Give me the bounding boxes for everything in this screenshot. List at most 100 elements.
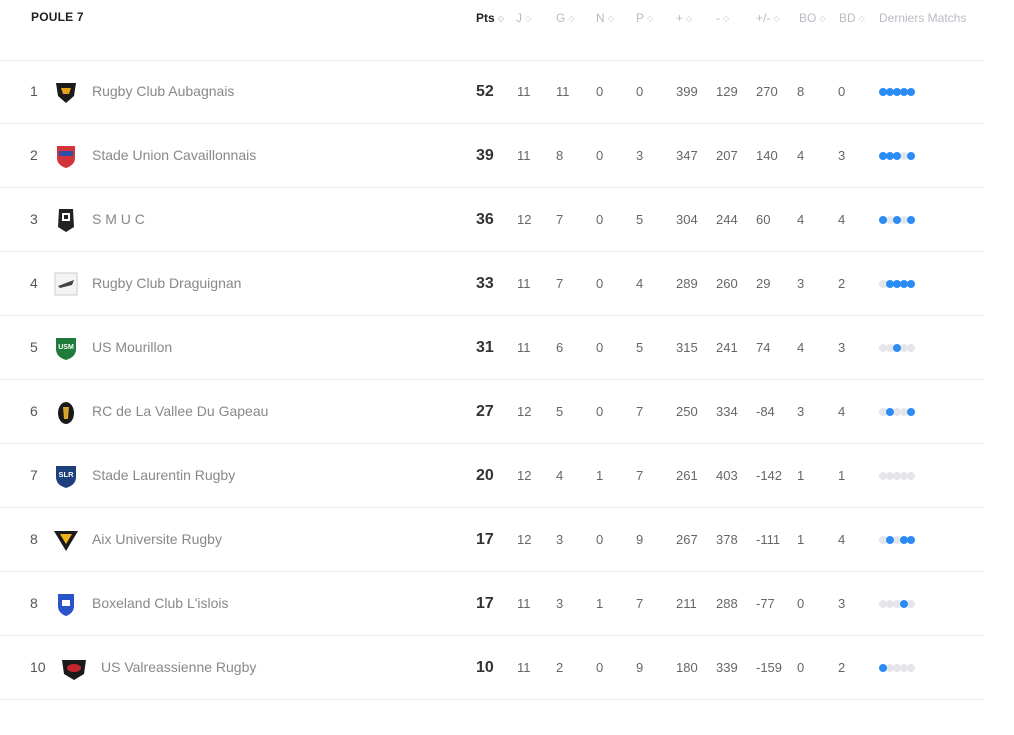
form-dot-win[interactable] bbox=[893, 344, 901, 352]
team-name[interactable]: US Valreassienne Rugby bbox=[101, 659, 257, 675]
sort-icon[interactable]: ◇ bbox=[607, 14, 614, 23]
form-dot-win[interactable] bbox=[893, 88, 901, 96]
form-dot-win[interactable] bbox=[907, 408, 915, 416]
form-dot-other[interactable] bbox=[900, 152, 908, 160]
points-value: 33 bbox=[476, 275, 494, 292]
form-dot-win[interactable] bbox=[893, 280, 901, 288]
played-value: 12 bbox=[517, 212, 532, 227]
team-name[interactable]: RC de La Vallee Du Gapeau bbox=[92, 403, 269, 419]
points-against-value: 129 bbox=[716, 84, 738, 99]
form-dot-other[interactable] bbox=[886, 664, 894, 672]
form-dot-other[interactable] bbox=[879, 408, 887, 416]
table-row[interactable]: 8 Aix Universite Rugby 17 12 3 0 9 267 378 -111 1 4 bbox=[0, 508, 984, 572]
form-dot-win[interactable] bbox=[893, 152, 901, 160]
form-dot-other[interactable] bbox=[879, 600, 887, 608]
table-row[interactable]: 3 S M U C 36 12 7 0 5 304 244 60 4 4 bbox=[0, 188, 984, 252]
team-name[interactable]: Stade Laurentin Rugby bbox=[92, 467, 236, 483]
team-name[interactable]: Aix Universite Rugby bbox=[92, 531, 222, 547]
form-dot-other[interactable] bbox=[900, 472, 908, 480]
form-dot-other[interactable] bbox=[893, 600, 901, 608]
form-dot-other[interactable] bbox=[879, 280, 887, 288]
won-value: 3 bbox=[556, 596, 564, 611]
form-dot-other[interactable] bbox=[893, 536, 901, 544]
team-name[interactable]: US Mourillon bbox=[92, 339, 173, 355]
table-row[interactable]: 8 Boxeland Club L'islois 17 11 3 1 7 211 288 -77 0… bbox=[0, 572, 984, 636]
form-dot-other[interactable] bbox=[900, 344, 908, 352]
table-row[interactable]: 4 Rugby Club Draguignan 33 11 7 0 4 289 260 29 3 2 bbox=[0, 252, 984, 316]
sort-icon[interactable]: ◇ bbox=[497, 14, 504, 23]
column-header-bd[interactable]: BD ◇ bbox=[839, 11, 865, 25]
column-header-n[interactable]: N ◇ bbox=[596, 11, 614, 25]
form-dot-win[interactable] bbox=[879, 664, 887, 672]
column-header-j[interactable]: J ◇ bbox=[516, 11, 531, 25]
form-dot-win[interactable] bbox=[900, 280, 908, 288]
team-name[interactable]: Rugby Club Aubagnais bbox=[92, 83, 235, 99]
form-dot-win[interactable] bbox=[886, 88, 894, 96]
team-name[interactable]: S M U C bbox=[92, 211, 145, 227]
form-dot-win[interactable] bbox=[886, 536, 894, 544]
column-header-p[interactable]: P ◇ bbox=[636, 11, 653, 25]
sort-icon[interactable]: ◇ bbox=[773, 14, 780, 23]
form-dot-other[interactable] bbox=[900, 664, 908, 672]
form-dot-other[interactable] bbox=[893, 664, 901, 672]
bonus-defensive-value: 4 bbox=[838, 532, 846, 547]
form-dot-win[interactable] bbox=[886, 408, 894, 416]
form-dot-win[interactable] bbox=[907, 88, 915, 96]
form-dot-other[interactable] bbox=[893, 408, 901, 416]
team-name[interactable]: Stade Union Cavaillonnais bbox=[92, 147, 257, 163]
column-header-bo[interactable]: BO ◇ bbox=[799, 11, 826, 25]
sort-icon[interactable]: ◇ bbox=[525, 14, 532, 23]
table-row[interactable]: 10 US Valreassienne Rugby 10 11 2 0 9 180 339 -15… bbox=[0, 636, 984, 700]
form-dot-other[interactable] bbox=[900, 216, 908, 224]
form-dot-other[interactable] bbox=[907, 472, 915, 480]
form-dot-win[interactable] bbox=[879, 88, 887, 96]
table-row[interactable]: 5 USM US Mourillon 31 11 6 0 5 315 241 74 4 3 bbox=[0, 316, 984, 380]
column-header-diff[interactable]: +/- ◇ bbox=[756, 11, 780, 25]
usvr-crest-icon bbox=[60, 655, 86, 681]
form-dot-other[interactable] bbox=[879, 536, 887, 544]
sort-icon[interactable]: ◇ bbox=[686, 14, 693, 23]
table-row[interactable]: 7 SLR Stade Laurentin Rugby 20 12 4 1 7 261 403 -1… bbox=[0, 444, 984, 508]
sort-icon[interactable]: ◇ bbox=[723, 14, 730, 23]
table-row[interactable]: 6 RC de La Vallee Du Gapeau 27 12 5 0 7 250 334 -… bbox=[0, 380, 984, 444]
form-dot-win[interactable] bbox=[893, 216, 901, 224]
played-value: 12 bbox=[517, 404, 532, 419]
sort-icon[interactable]: ◇ bbox=[568, 14, 575, 23]
form-dot-other[interactable] bbox=[886, 344, 894, 352]
form-dot-win[interactable] bbox=[907, 536, 915, 544]
sort-icon[interactable]: ◇ bbox=[647, 14, 654, 23]
won-value: 3 bbox=[556, 532, 564, 547]
points-value: 20 bbox=[476, 467, 494, 484]
form-dot-win[interactable] bbox=[886, 152, 894, 160]
column-header-g[interactable]: G ◇ bbox=[556, 11, 575, 25]
column-header-plus[interactable]: + ◇ bbox=[676, 11, 692, 25]
form-dot-other[interactable] bbox=[879, 472, 887, 480]
form-dot-win[interactable] bbox=[907, 216, 915, 224]
form-dot-other[interactable] bbox=[907, 664, 915, 672]
sort-icon[interactable]: ◇ bbox=[858, 14, 865, 23]
form-dot-other[interactable] bbox=[907, 344, 915, 352]
form-dot-other[interactable] bbox=[886, 472, 894, 480]
form-dot-other[interactable] bbox=[900, 408, 908, 416]
points-diff-value: 74 bbox=[756, 340, 771, 355]
form-dot-win[interactable] bbox=[900, 88, 908, 96]
team-name[interactable]: Rugby Club Draguignan bbox=[92, 275, 242, 291]
column-header-pts[interactable]: Pts ◇ bbox=[476, 11, 504, 25]
column-header-minus[interactable]: - ◇ bbox=[716, 11, 729, 25]
form-dot-win[interactable] bbox=[900, 600, 908, 608]
sort-icon[interactable]: ◇ bbox=[819, 14, 826, 23]
team-name[interactable]: Boxeland Club L'islois bbox=[92, 595, 229, 611]
form-dot-win[interactable] bbox=[907, 280, 915, 288]
table-row[interactable]: 2 Stade Union Cavaillonnais 39 11 8 0 3 347 207 1… bbox=[0, 124, 984, 188]
form-dot-other[interactable] bbox=[886, 216, 894, 224]
form-dot-win[interactable] bbox=[886, 280, 894, 288]
form-dot-other[interactable] bbox=[879, 344, 887, 352]
table-row[interactable]: 1 Rugby Club Aubagnais 52 11 11 0 0 399 129 270 8 0 bbox=[0, 60, 984, 124]
form-dot-other[interactable] bbox=[886, 600, 894, 608]
form-dot-win[interactable] bbox=[879, 216, 887, 224]
form-dot-win[interactable] bbox=[900, 536, 908, 544]
form-dot-win[interactable] bbox=[907, 152, 915, 160]
form-dot-other[interactable] bbox=[907, 600, 915, 608]
form-dot-other[interactable] bbox=[893, 472, 901, 480]
form-dot-win[interactable] bbox=[879, 152, 887, 160]
